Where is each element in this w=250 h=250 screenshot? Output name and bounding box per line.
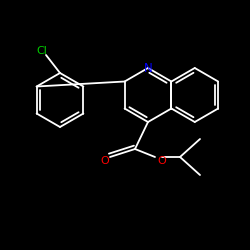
- Text: O: O: [100, 156, 110, 166]
- Text: O: O: [158, 156, 166, 166]
- Text: N: N: [144, 62, 152, 74]
- Text: Cl: Cl: [36, 46, 48, 56]
